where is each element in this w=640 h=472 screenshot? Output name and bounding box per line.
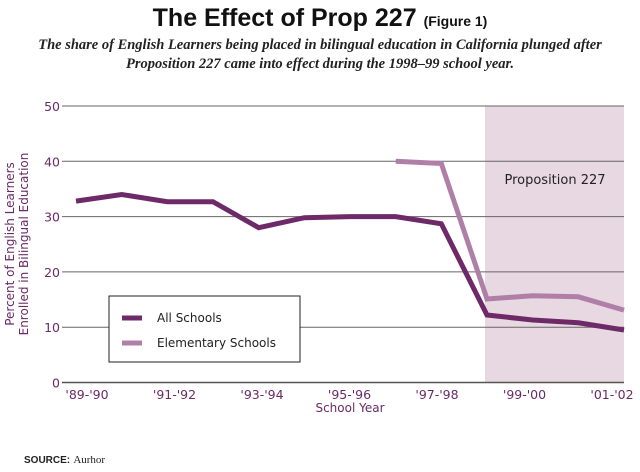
y-tick-label: 10: [44, 320, 60, 335]
source-label: SOURCE:: [24, 455, 71, 466]
y-tick-label: 20: [44, 265, 60, 280]
x-axis-label: School Year: [315, 401, 384, 415]
legend: All Schools Elementary Schools: [108, 295, 301, 363]
legend-box: [108, 295, 301, 363]
chart-subtitle: The share of English Learners being plac…: [38, 37, 602, 72]
legend-label-elementary-schools: Elementary Schools: [157, 336, 276, 350]
annotation-label: Proposition 227: [504, 173, 605, 188]
y-tick-label: 0: [52, 376, 60, 391]
proposition-227-region: [485, 106, 624, 383]
x-tick-label: '01-'02: [590, 387, 633, 402]
x-tick-label: '97-'98: [415, 387, 458, 402]
title-text: The Effect of Prop 227: [152, 4, 417, 32]
x-tick-label: '91-'92: [153, 387, 196, 402]
y-tick-label: 30: [44, 210, 60, 225]
y-axis-label-line-2: Enrolled in Bilingual Education: [17, 153, 31, 336]
x-tick-label: '99-'00: [503, 387, 546, 402]
source-note: SOURCE: Aurhor: [24, 454, 105, 466]
source-value: Aurhor: [73, 454, 106, 466]
chart-title: The Effect of Prop 227 (Figure 1): [0, 4, 640, 33]
y-axis-label-line-1: Percent of English Learners: [3, 162, 17, 326]
series-line-elementary-schools: [395, 158, 625, 313]
legend-label-all-schools: All Schools: [157, 311, 222, 325]
x-tick-label: '95-'96: [328, 387, 371, 402]
figure-number: (Figure 1): [423, 13, 488, 29]
y-tick-label: 40: [44, 154, 60, 169]
y-tick-label: 50: [44, 99, 60, 114]
x-tick-label: '93-'94: [240, 387, 283, 402]
x-tick-label: '89-'90: [65, 387, 108, 402]
